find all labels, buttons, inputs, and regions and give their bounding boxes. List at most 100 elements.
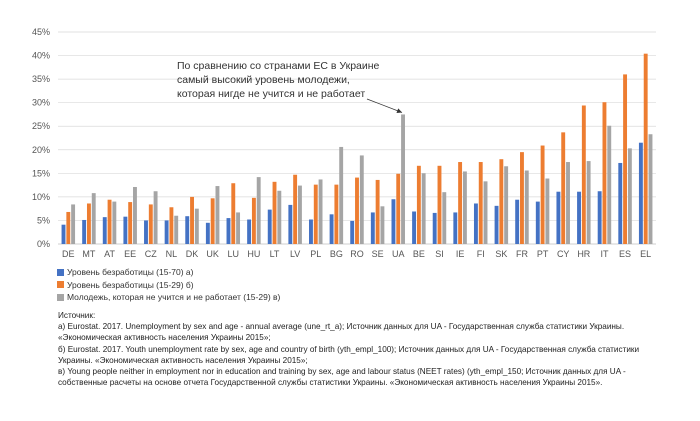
x-tick-label: SE <box>372 249 384 259</box>
bar-dk-s3 <box>194 208 199 244</box>
bar-si-s1 <box>432 212 437 244</box>
bar-si-s2 <box>437 165 442 244</box>
x-tick-label: PT <box>537 249 549 259</box>
x-tick-label: EL <box>640 249 651 259</box>
bar-lt-s3 <box>277 190 282 244</box>
bar-mt-s2 <box>86 203 91 244</box>
bar-el-s3 <box>648 134 653 244</box>
x-tick-label: MT <box>82 249 95 259</box>
bar-uk-s3 <box>215 186 220 244</box>
legend-swatch <box>57 281 64 289</box>
bar-fr-s1 <box>515 199 520 244</box>
x-tick-label: IT <box>600 249 609 259</box>
bar-dk-s1 <box>185 216 190 244</box>
x-tick-label: LT <box>270 249 280 259</box>
source-line: в) Young people neither in employment no… <box>58 367 626 377</box>
x-tick-label: EE <box>124 249 136 259</box>
x-tick-label: IE <box>456 249 465 259</box>
bar-lv-s1 <box>288 204 293 244</box>
bar-es-s1 <box>618 162 623 244</box>
bar-fi-s2 <box>478 162 483 244</box>
bar-fr-s2 <box>520 152 524 244</box>
y-tick-label: 15% <box>32 168 50 178</box>
x-tick-label: BG <box>330 249 343 259</box>
bar-si-s3 <box>442 192 447 244</box>
x-tick-label: CY <box>557 249 570 259</box>
bar-pt-s2 <box>540 145 545 244</box>
bar-fi-s1 <box>473 203 478 244</box>
legend: Уровень безработицы (15-70) а) Уровень б… <box>57 266 280 304</box>
source-line: Украины. «Экономическая активность насел… <box>58 355 308 365</box>
legend-label: Уровень безработицы (15-29) б) <box>67 279 194 290</box>
x-tick-label: CZ <box>145 249 157 259</box>
source-line: собственные расчеты на основе отчета Гос… <box>58 378 603 388</box>
bar-ee-s2 <box>128 202 133 244</box>
x-tick-label: HU <box>247 249 260 259</box>
legend-swatch <box>57 268 64 276</box>
bar-hr-s2 <box>581 105 586 244</box>
bar-pt-s1 <box>535 201 540 244</box>
bar-it-s2 <box>602 102 607 244</box>
bar-de-s1 <box>61 224 66 244</box>
x-tick-label: DE <box>62 249 75 259</box>
annotation-line-2: самый высокий уровень молодежи, <box>177 74 350 86</box>
bar-cy-s1 <box>556 191 561 244</box>
bar-dk-s2 <box>190 196 194 244</box>
x-tick-label: AT <box>104 249 115 259</box>
y-tick-label: 0% <box>37 239 50 249</box>
bar-lt-s2 <box>272 181 277 244</box>
bar-ro-s3 <box>359 155 364 244</box>
bar-it-s3 <box>607 125 612 244</box>
bar-mt-s1 <box>82 219 87 244</box>
bar-ie-s2 <box>458 162 463 244</box>
bar-es-s2 <box>623 74 628 245</box>
bars <box>61 53 653 245</box>
bar-be-s2 <box>416 165 421 244</box>
bar-hr-s3 <box>586 161 591 244</box>
bar-at-s3 <box>112 201 117 244</box>
x-tick-label: ES <box>619 249 631 259</box>
x-tick-label: RO <box>350 249 364 259</box>
y-tick-label: 10% <box>32 192 50 202</box>
legend-label: Уровень безработицы (15-70) а) <box>67 267 194 277</box>
bar-nl-s3 <box>174 215 179 244</box>
bar-at-s2 <box>107 199 112 244</box>
bar-lv-s2 <box>293 174 298 244</box>
bar-ie-s1 <box>453 212 458 244</box>
bar-lu-s3 <box>236 212 241 244</box>
annotation-arrow <box>366 98 403 113</box>
bar-uk-s1 <box>205 222 210 244</box>
bar-lt-s1 <box>267 209 272 244</box>
bar-el-s1 <box>638 142 643 244</box>
y-tick-label: 45% <box>32 27 50 37</box>
bar-sk-s2 <box>499 159 504 244</box>
source-line: б) Eurostat. 2017. Youth unemployment ra… <box>58 344 640 354</box>
x-tick-label: SK <box>495 249 507 259</box>
bar-pl-s2 <box>313 184 318 244</box>
bar-cy-s2 <box>561 132 566 244</box>
bar-sk-s1 <box>494 205 499 244</box>
gridlines <box>58 31 656 245</box>
bar-uk-s2 <box>210 198 215 244</box>
bar-ro-s2 <box>355 177 359 244</box>
y-tick-label: 20% <box>32 145 50 155</box>
bar-hu-s3 <box>256 177 261 244</box>
x-tick-label: LV <box>290 249 300 259</box>
bar-ee-s1 <box>123 216 128 244</box>
bar-hu-s2 <box>251 197 256 244</box>
annotation-line-3: которая нигде не учится и не работает <box>177 88 365 100</box>
source-line: а) Eurostat. 2017. Unemployment by sex a… <box>58 322 625 332</box>
bar-hr-s1 <box>577 191 581 244</box>
x-tick-label: HR <box>577 249 590 259</box>
x-tick-label: PL <box>310 249 321 259</box>
bar-at-s1 <box>102 217 107 244</box>
bar-nl-s1 <box>164 220 169 244</box>
legend-label: Молодежь, которая не учится и не работае… <box>67 292 281 302</box>
x-tick-label: NL <box>166 249 178 259</box>
bar-pl-s3 <box>318 179 323 244</box>
bar-sk-s3 <box>504 166 509 244</box>
annotation-line-1: По сравнению со странами ЕС в Украине <box>177 60 380 72</box>
bar-chart: 0% 5% 10% 15% 20% 25% 30% 35% 40% 45% DE MT AT EE CZ N… <box>32 27 656 259</box>
bar-pl-s1 <box>309 219 313 244</box>
y-axis: 0% 5% 10% 15% 20% 25% 30% 35% 40% 45% <box>32 27 50 249</box>
